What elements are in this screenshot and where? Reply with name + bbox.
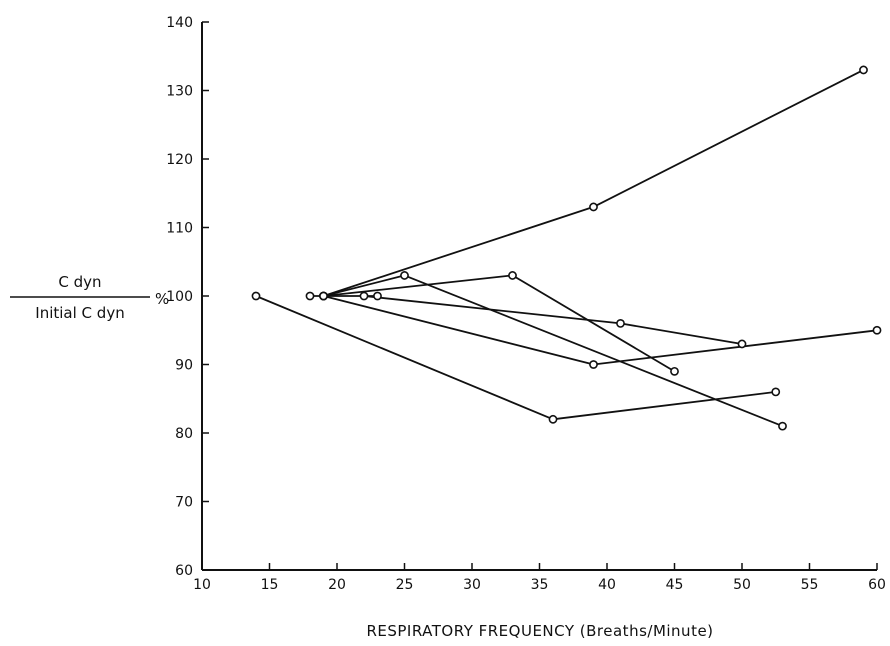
data-point: [589, 202, 598, 212]
y-tick-label: 140: [166, 15, 193, 31]
x-axis-title: RESPIRATORY FREQUENCY (Breaths/Minute): [366, 622, 713, 640]
data-point: [400, 271, 409, 280]
x-tick-label: 25: [396, 577, 414, 593]
series-line-1: [323, 69, 864, 297]
x-tick-label: 60: [868, 577, 886, 593]
x-tick-label: 50: [733, 577, 751, 593]
data-point: [778, 421, 787, 431]
data-point: [589, 360, 598, 369]
x-tick-label: 35: [531, 577, 549, 593]
series-lines: [255, 69, 878, 427]
data-point: [359, 291, 369, 301]
series-line-6: [255, 295, 776, 421]
data-point: [670, 366, 679, 376]
data-point: [616, 318, 625, 328]
y-axis-title-unit: %: [155, 290, 169, 308]
data-point: [548, 414, 558, 424]
y-axis-title: C dyn Initial C dyn %: [10, 273, 169, 322]
data-point: [251, 291, 261, 301]
y-tick-label: 70: [175, 495, 193, 511]
x-tick-label: 10: [193, 577, 211, 593]
y-tick-label: 110: [166, 221, 193, 237]
series-points: [251, 65, 882, 431]
y-tick-label: 80: [175, 426, 193, 442]
x-tick-label: 30: [463, 577, 481, 593]
y-tick-label: 130: [166, 84, 193, 100]
data-point: [859, 65, 868, 75]
x-tick-label: 40: [598, 577, 616, 593]
data-point: [305, 291, 315, 301]
x-tick-label: 20: [328, 577, 346, 593]
data-point: [771, 387, 781, 397]
x-tick-label: 55: [801, 577, 819, 593]
y-tick-label: 90: [175, 358, 193, 374]
data-point: [872, 325, 882, 335]
x-tick-label: 45: [666, 577, 684, 593]
y-tick-label: 60: [175, 563, 193, 579]
data-point: [737, 339, 747, 349]
y-axis-title-denominator: Initial C dyn: [35, 304, 124, 322]
data-point: [319, 291, 328, 301]
data-point: [508, 271, 517, 280]
axes: [201, 22, 877, 571]
y-tick-label: 100: [166, 289, 193, 305]
x-tick-label: 15: [261, 577, 279, 593]
y-tick-label: 120: [166, 152, 193, 168]
data-point: [373, 291, 382, 301]
y-axis-ticks: 60 70 80 90 100 110 120 130 140: [166, 15, 209, 579]
x-axis-ticks: 10 15 20 25 30 35 40 45 50 55 60: [193, 563, 886, 593]
y-axis-title-numerator: C dyn: [58, 273, 101, 291]
